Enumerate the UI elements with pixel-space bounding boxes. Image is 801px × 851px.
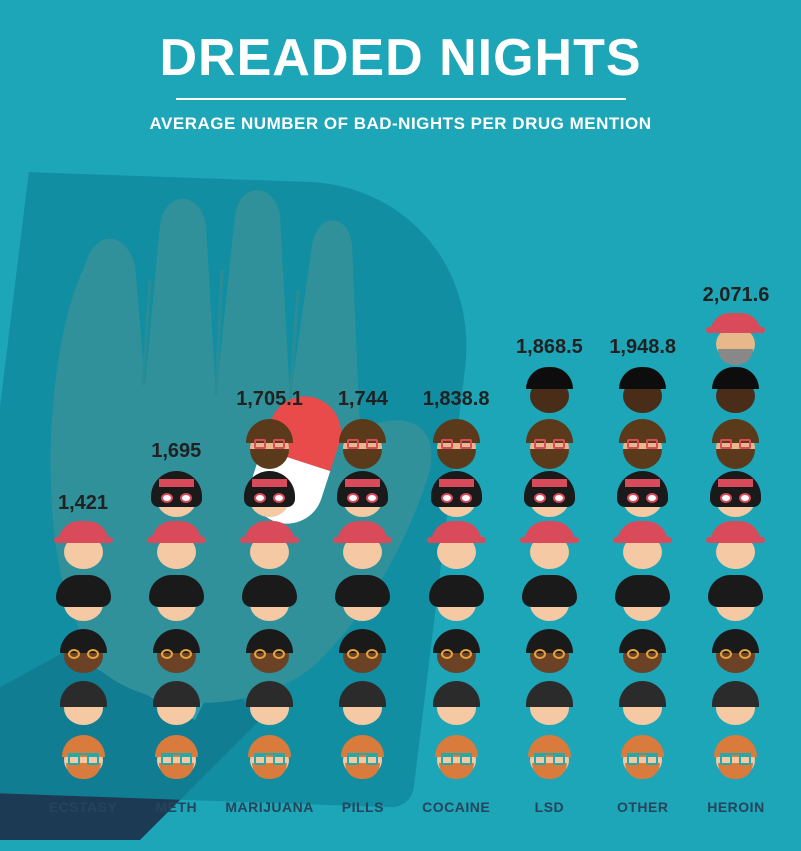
- face-icon: [335, 627, 390, 677]
- face-icon: [56, 523, 111, 573]
- face-icon: [429, 679, 484, 729]
- face-icon: [615, 731, 670, 781]
- column-value: 2,071.6: [703, 284, 770, 307]
- face-icon: [56, 731, 111, 781]
- face-icon: [708, 575, 763, 625]
- column-label: Other: [617, 799, 669, 815]
- column-value: 1,705.1: [236, 388, 303, 411]
- column-label: Cocaine: [422, 799, 490, 815]
- column-label: LSD: [535, 799, 565, 815]
- face-icon: [522, 419, 577, 469]
- face-icon: [708, 315, 763, 365]
- face-icon: [429, 627, 484, 677]
- face-icon: [429, 523, 484, 573]
- face-icon: [615, 575, 670, 625]
- header: Dreaded Nights Average Number of Bad-Nig…: [0, 0, 801, 134]
- face-icon: [242, 627, 297, 677]
- face-icon: [615, 523, 670, 573]
- face-stack: [429, 419, 484, 781]
- page-title: Dreaded Nights: [0, 28, 801, 88]
- face-icon: [615, 471, 670, 521]
- face-icon: [242, 679, 297, 729]
- face-icon: [708, 471, 763, 521]
- face-icon: [335, 731, 390, 781]
- face-icon: [149, 679, 204, 729]
- chart-column: 2,071.6 Heroin: [691, 284, 781, 815]
- face-icon: [149, 575, 204, 625]
- chart-column: 1,705.1 Marijuana: [225, 388, 315, 815]
- column-label: Marijuana: [225, 799, 314, 815]
- face-icon: [56, 575, 111, 625]
- chart-column: 1,421 Ecstasy: [38, 492, 128, 815]
- face-icon: [335, 419, 390, 469]
- column-value: 1,695: [151, 440, 201, 463]
- face-icon: [335, 575, 390, 625]
- chart-column: 1,948.8 Other: [598, 336, 688, 815]
- face-icon: [335, 679, 390, 729]
- face-icon: [522, 679, 577, 729]
- face-icon: [615, 627, 670, 677]
- face-stack: [615, 367, 670, 781]
- face-icon: [242, 471, 297, 521]
- chart-column: 1,868.5 LSD: [504, 336, 594, 815]
- face-icon: [708, 731, 763, 781]
- face-icon: [335, 471, 390, 521]
- face-icon: [522, 575, 577, 625]
- face-icon: [429, 731, 484, 781]
- column-label: Pills: [342, 799, 384, 815]
- chart-column: 1,744 Pills: [318, 388, 408, 815]
- face-stack: [242, 419, 297, 781]
- face-icon: [242, 419, 297, 469]
- face-stack: [56, 523, 111, 781]
- title-word-1: Dreaded: [159, 29, 439, 87]
- face-icon: [242, 731, 297, 781]
- face-stack: [335, 419, 390, 781]
- face-icon: [149, 471, 204, 521]
- face-icon: [149, 627, 204, 677]
- column-value: 1,421: [58, 492, 108, 515]
- face-icon: [149, 523, 204, 573]
- face-icon: [708, 367, 763, 417]
- face-icon: [56, 627, 111, 677]
- face-icon: [242, 523, 297, 573]
- column-label: Meth: [155, 799, 197, 815]
- face-icon: [708, 419, 763, 469]
- face-icon: [708, 627, 763, 677]
- face-icon: [429, 471, 484, 521]
- face-icon: [615, 367, 670, 417]
- face-icon: [522, 471, 577, 521]
- subtitle: Average Number of Bad-Nights per Drug Me…: [0, 114, 801, 134]
- column-value: 1,838.8: [423, 388, 490, 411]
- chart-column: 1,695 Meth: [131, 440, 221, 815]
- pictogram-chart: 1,421Ecstasy1,695Meth1,705.1Marijuana1,7…: [38, 260, 781, 815]
- face-icon: [149, 731, 204, 781]
- face-icon: [522, 627, 577, 677]
- face-icon: [335, 523, 390, 573]
- face-icon: [522, 367, 577, 417]
- face-icon: [56, 679, 111, 729]
- face-icon: [522, 731, 577, 781]
- title-divider: [176, 98, 626, 100]
- face-icon: [615, 419, 670, 469]
- face-icon: [429, 575, 484, 625]
- face-icon: [615, 679, 670, 729]
- column-value: 1,744: [338, 388, 388, 411]
- title-word-2: Nights: [439, 29, 641, 87]
- column-label: Heroin: [707, 799, 764, 815]
- face-stack: [149, 471, 204, 781]
- column-label: Ecstasy: [49, 799, 118, 815]
- chart-column: 1,838.8 Cocaine: [411, 388, 501, 815]
- column-value: 1,868.5: [516, 336, 583, 359]
- face-icon: [708, 523, 763, 573]
- face-stack: [522, 367, 577, 781]
- face-stack: [708, 315, 763, 781]
- face-icon: [708, 679, 763, 729]
- face-icon: [242, 575, 297, 625]
- face-icon: [522, 523, 577, 573]
- face-icon: [429, 419, 484, 469]
- column-value: 1,948.8: [609, 336, 676, 359]
